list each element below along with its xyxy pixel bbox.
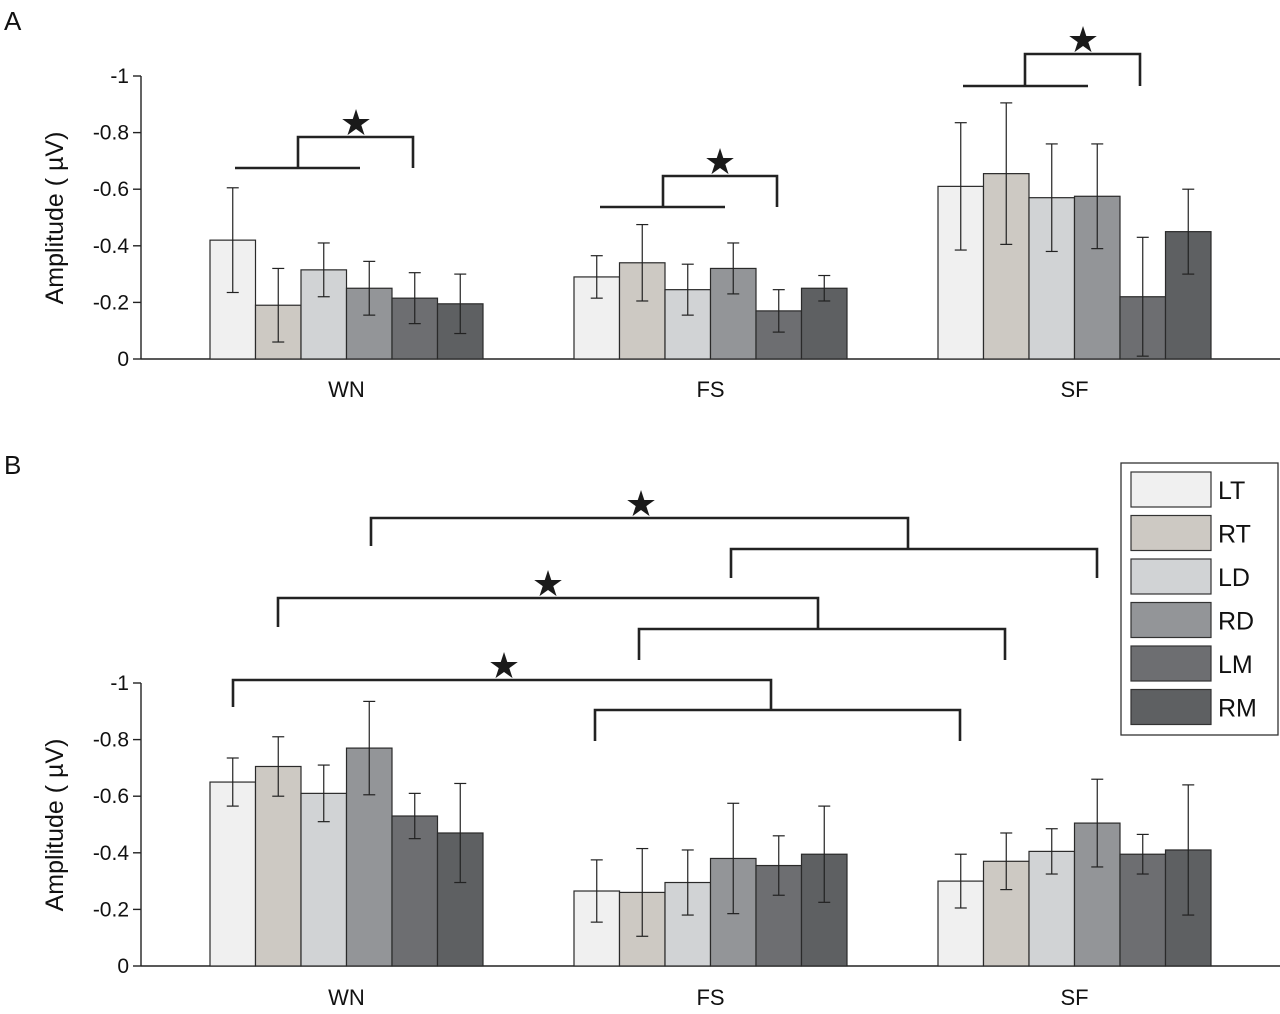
- legend-swatch-rt: [1130, 514, 1212, 552]
- bar-lm-wn: [391, 815, 439, 967]
- error-bar-lt-fs: [590, 859, 603, 923]
- star-a-wn: ★: [340, 103, 372, 144]
- error-bar-rm-sf: [1182, 784, 1195, 916]
- category-label-sf: SF: [1060, 377, 1088, 402]
- error-bar-rt-sf: [1000, 832, 1013, 891]
- error-bar-lm-wn: [408, 792, 421, 840]
- error-bar-ld-sf: [1045, 143, 1058, 253]
- error-bar-rm-fs: [818, 805, 831, 903]
- error-bar-lm-fs: [772, 289, 785, 333]
- error-bar-rt-fs: [636, 847, 649, 937]
- y-tick-label: 0: [117, 955, 129, 978]
- error-bar-ld-sf: [1045, 828, 1058, 875]
- error-bar-ld-fs: [681, 849, 694, 916]
- bar-rm-fs: [800, 853, 848, 967]
- y-tick-label: -0.6: [93, 178, 129, 201]
- bracket-a-fs-right: [661, 174, 779, 207]
- star-b-3: ★: [488, 646, 520, 687]
- y-tick-label: -0.2: [93, 291, 129, 314]
- category-label-fs: FS: [696, 985, 724, 1010]
- significance-annotations: ★ ★ ★ ★ ★ ★: [231, 20, 1142, 741]
- bar-lt-wn: [209, 781, 257, 967]
- legend-swatch-lt: [1130, 471, 1212, 508]
- error-bar-rt-sf: [1000, 102, 1013, 245]
- y-tick-label: -0.6: [93, 785, 129, 808]
- bar-lt-fs: [573, 890, 621, 967]
- star-b-2: ★: [532, 564, 564, 605]
- category-label-fs: FS: [696, 377, 724, 402]
- legend-label-ld: LD: [1218, 564, 1250, 592]
- bracket-b3-bottom: [593, 708, 962, 741]
- error-bar-rt-fs: [636, 223, 649, 302]
- error-bar-lm-sf: [1136, 236, 1149, 357]
- error-bar-lt-sf: [954, 122, 967, 251]
- error-bar-rt-wn: [272, 736, 285, 797]
- legend-label-rd: RD: [1218, 608, 1254, 636]
- legend-label-lm: LM: [1218, 651, 1253, 679]
- panel-a-label: A: [4, 6, 22, 36]
- error-bar-lt-wn: [226, 187, 239, 294]
- y-tick-label: -0.4: [93, 842, 130, 865]
- error-bar-ld-wn: [317, 764, 330, 823]
- category-label-sf: SF: [1060, 985, 1088, 1010]
- error-bar-lt-sf: [954, 853, 967, 909]
- category-label-wn: WN: [328, 985, 365, 1010]
- error-bar-lm-fs: [772, 835, 785, 896]
- star-a-fs: ★: [704, 142, 736, 183]
- bar-rt-wn: [254, 765, 302, 967]
- bracket-b2-bottom: [637, 627, 1007, 660]
- legend-label-rm: RM: [1218, 695, 1257, 723]
- panel-b-ylabel: Amplitude ( µV): [41, 739, 69, 912]
- y-axis-label-b: Amplitude ( µV): [41, 739, 69, 912]
- panel-b-chart: 0 -0.2 -0.4 -0.6 -0.8 -1 WN FS SF: [93, 672, 1280, 1010]
- error-bar-rd-sf: [1091, 143, 1104, 250]
- legend-swatch-rm: [1130, 688, 1212, 726]
- error-bar-lm-sf: [1136, 833, 1149, 875]
- panel-b-label: B: [4, 450, 21, 480]
- panel-a-ylabel: Amplitude ( µV): [41, 132, 69, 305]
- error-bar-rm-sf: [1182, 188, 1195, 275]
- error-bar-rm-fs: [818, 274, 831, 302]
- legend-label-rt: RT: [1218, 521, 1251, 549]
- error-bar-ld-fs: [681, 263, 694, 316]
- legend: LT RT LD RD LM RM: [1120, 462, 1279, 736]
- category-label-wn: WN: [328, 377, 365, 402]
- bracket-a-wn-right: [296, 135, 415, 168]
- error-bar-rt-wn: [272, 267, 285, 343]
- legend-label-lt: LT: [1218, 477, 1245, 505]
- error-bar-rd-fs: [727, 802, 740, 915]
- y-axis-label-a: Amplitude ( µV): [41, 132, 69, 305]
- error-bar-rd-wn: [363, 260, 376, 316]
- bracket-b3-top: [231, 678, 773, 710]
- legend-swatch-rd: [1130, 601, 1212, 639]
- error-bar-rd-fs: [727, 242, 740, 295]
- y-tick-label: -0.8: [93, 729, 129, 752]
- legend-swatch-ld: [1130, 558, 1212, 595]
- y-tick-label: -0.8: [93, 122, 129, 145]
- error-bar-lt-wn: [226, 757, 239, 807]
- star-b-1: ★: [625, 484, 657, 525]
- error-bar-rm-wn: [454, 782, 467, 884]
- error-bar-rd-wn: [363, 700, 376, 796]
- error-bar-rm-wn: [454, 273, 467, 335]
- bracket-b1-bottom: [729, 547, 1099, 578]
- error-bar-lt-fs: [590, 255, 603, 299]
- error-bar-rd-sf: [1091, 778, 1104, 868]
- bracket-b2-top: [276, 596, 820, 628]
- error-bar-ld-wn: [317, 242, 330, 298]
- panel-a-chart: 0 -0.2 -0.4 -0.6 -0.8 -1 WN FS SF: [93, 65, 1280, 402]
- y-tick-label: -1: [110, 65, 129, 88]
- y-tick-label: -0.2: [93, 898, 129, 921]
- star-a-sf: ★: [1067, 20, 1099, 61]
- bracket-b1-top: [369, 516, 910, 548]
- bracket-a-sf-right: [1023, 52, 1142, 86]
- y-tick-label: -0.4: [93, 235, 130, 258]
- y-tick-label: 0: [117, 348, 129, 371]
- error-bar-lm-wn: [408, 272, 421, 325]
- bar-lt-fs: [573, 276, 621, 360]
- y-tick-label: -1: [110, 672, 129, 695]
- legend-swatch-lm: [1130, 645, 1212, 682]
